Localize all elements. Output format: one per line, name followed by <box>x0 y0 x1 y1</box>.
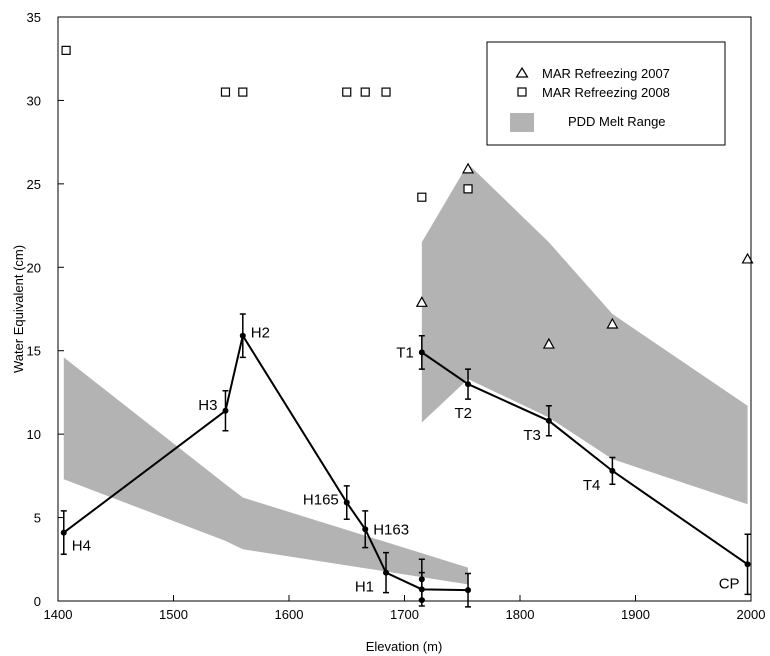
data-point <box>465 587 472 594</box>
y-tick-label: 20 <box>27 260 41 275</box>
data-point <box>744 561 751 568</box>
mar-2007-triangle <box>462 162 475 174</box>
point-label: T3 <box>523 427 541 444</box>
point-label: CP <box>719 575 740 592</box>
y-tick-label: 15 <box>27 344 41 359</box>
x-axis-ticks: 1400 1500 1600 1700 1800 1900 2000 <box>44 595 766 622</box>
mar-2007-markers <box>415 162 754 349</box>
point-label: T1 <box>396 344 414 361</box>
legend: MAR Refreezing 2007 MAR Refreezing 2008 … <box>486 41 726 146</box>
x-tick-label: 2000 <box>737 607 766 622</box>
y-tick-label: 30 <box>27 93 41 108</box>
legend-label-mar-2008: MAR Refreezing 2008 <box>542 85 670 100</box>
data-point <box>418 597 425 604</box>
mar-2007-triangle <box>415 296 428 307</box>
data-point <box>609 467 616 474</box>
y-tick-label: 25 <box>27 177 41 192</box>
legend-label-pdd: PDD Melt Range <box>568 114 666 129</box>
data-point <box>418 586 425 593</box>
series-line-1 <box>63 333 469 592</box>
y-axis-label: Water Equivalent (cm) <box>11 245 26 373</box>
mar-2008-square <box>342 87 352 97</box>
profile-points <box>60 332 751 604</box>
legend-square-icon <box>517 87 527 97</box>
y-tick-label: 0 <box>34 594 41 609</box>
data-point <box>343 499 350 506</box>
data-point <box>418 349 425 356</box>
legend-band-swatch <box>510 113 534 132</box>
data-point <box>222 407 229 414</box>
y-tick-label: 5 <box>34 511 41 526</box>
mar-2008-square <box>463 184 473 194</box>
y-tick-label: 35 <box>27 10 41 25</box>
x-tick-label: 1900 <box>621 607 650 622</box>
x-tick-label: 1400 <box>44 607 73 622</box>
point-label: T4 <box>583 477 601 494</box>
point-label: H2 <box>251 325 270 342</box>
point-label: H1 <box>355 579 374 596</box>
point-label: T2 <box>455 405 473 422</box>
point-label: H163 <box>373 521 409 538</box>
data-point <box>362 526 369 533</box>
mar-2008-square <box>360 87 370 97</box>
mar-2008-markers <box>61 45 473 202</box>
data-point <box>60 529 67 536</box>
data-point <box>545 417 552 424</box>
data-point <box>383 569 390 576</box>
point-label: H165 <box>303 492 339 509</box>
data-point <box>465 381 472 388</box>
pdd-band-2 <box>421 163 748 505</box>
legend-triangle-icon <box>515 66 529 78</box>
mar-2007-triangle <box>606 317 619 329</box>
x-tick-label: 1700 <box>390 607 419 622</box>
x-tick-label: 1800 <box>506 607 535 622</box>
point-label: H4 <box>72 538 91 555</box>
data-point <box>418 576 425 583</box>
y-tick-label: 10 <box>27 427 41 442</box>
mar-2008-square <box>238 87 248 97</box>
x-tick-label: 1500 <box>159 607 188 622</box>
y-axis-ticks: 0 5 10 15 20 25 30 35 <box>27 10 64 609</box>
x-axis-label: Elevation (m) <box>366 639 443 654</box>
mar-2008-square <box>61 45 71 55</box>
mar-2007-triangle <box>741 252 754 264</box>
legend-label-mar-2007: MAR Refreezing 2007 <box>542 66 670 81</box>
mar-2007-triangle <box>542 337 555 349</box>
point-labels: H4 H3 H2 H165 H163 H1 T1 T2 T3 T4 CP <box>72 325 740 596</box>
mar-2008-square <box>220 87 231 97</box>
mar-2008-square <box>381 87 391 97</box>
data-point <box>239 332 246 339</box>
mar-2008-square <box>417 192 427 202</box>
pdd-band-1 <box>63 357 469 585</box>
point-label: H3 <box>198 397 217 414</box>
x-tick-label: 1600 <box>275 607 304 622</box>
